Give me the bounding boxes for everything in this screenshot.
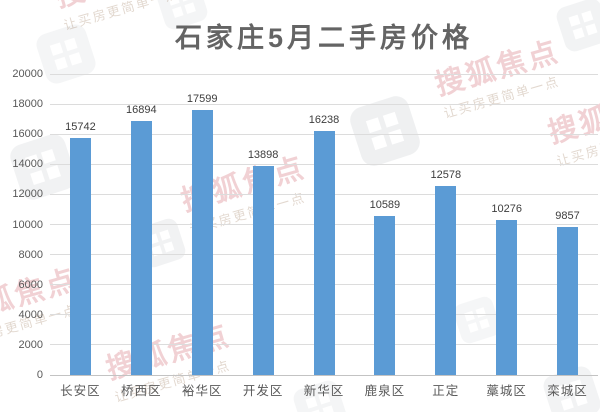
bar [313, 130, 335, 375]
bar [252, 165, 274, 375]
gridline [50, 374, 598, 376]
bar-value-label: 10589 [369, 198, 401, 211]
watermark-tagline: 让买房更简单一点 [441, 73, 562, 122]
x-axis-category-label: 正定 [432, 384, 460, 398]
x-axis-category-label: 开发区 [242, 384, 284, 398]
bar [557, 226, 579, 375]
x-axis-category-label: 栾城区 [547, 384, 588, 398]
bar [69, 138, 91, 375]
y-axis-tick-label: 16000 [12, 128, 43, 141]
bar [496, 220, 518, 375]
sohu-focus-house-logo-icon [343, 89, 426, 172]
y-axis-tick-label: 4000 [18, 308, 43, 321]
y-axis-tick-label: 12000 [12, 188, 43, 201]
chart-title: 石家庄5月二手房价格 [174, 23, 474, 53]
y-axis-tick-label: 8000 [18, 248, 43, 261]
y-axis-tick-label: 0 [36, 369, 43, 381]
y-axis-tick-label: 14000 [12, 158, 43, 171]
watermark-brand-text: 搜狐焦点 [544, 83, 600, 150]
y-axis-tick-label: 18000 [12, 98, 43, 111]
x-axis-category-label: 藁城区 [486, 384, 527, 398]
x-axis-category-label: 裕华区 [181, 384, 223, 398]
bar [435, 185, 457, 375]
y-axis-tick-label: 6000 [18, 278, 43, 291]
bar-value-label: 16894 [126, 103, 157, 116]
bar-value-label: 17599 [186, 93, 218, 106]
watermark-tagline: 让买房更简单一点 [554, 121, 600, 170]
x-axis-category-label: 桥西区 [121, 384, 162, 398]
y-axis-tick-label: 10000 [12, 218, 43, 231]
watermark-brand-text: 搜狐焦点 [52, 0, 184, 14]
y-axis-tick-label: 20000 [12, 68, 43, 80]
bar [374, 215, 396, 375]
y-axis-tick-label: 2000 [18, 338, 43, 351]
watermark-group: 搜狐焦点让买房更简单一点 [544, 83, 600, 170]
x-axis-category-label: 鹿泉区 [364, 384, 406, 398]
bar-value-label: 9857 [555, 209, 580, 222]
bar-value-label: 13898 [247, 148, 279, 161]
bar-value-label: 10276 [491, 203, 522, 216]
x-axis-category-label: 长安区 [60, 384, 101, 398]
bar-value-label: 12578 [430, 168, 462, 181]
bar-value-label: 15742 [65, 121, 96, 134]
gridline [50, 103, 598, 105]
bar-value-label: 16238 [308, 113, 340, 126]
bar [130, 120, 152, 375]
gridline [50, 73, 598, 75]
x-axis-category-label: 新华区 [303, 384, 345, 398]
bar [191, 110, 213, 375]
